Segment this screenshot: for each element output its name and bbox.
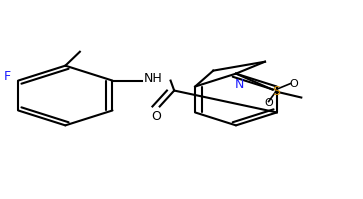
Text: N: N [235,78,244,91]
Text: O: O [151,110,161,123]
Text: NH: NH [143,72,162,85]
Text: S: S [272,85,280,98]
Text: O: O [290,79,298,89]
Text: O: O [264,99,273,108]
Text: F: F [4,70,11,83]
